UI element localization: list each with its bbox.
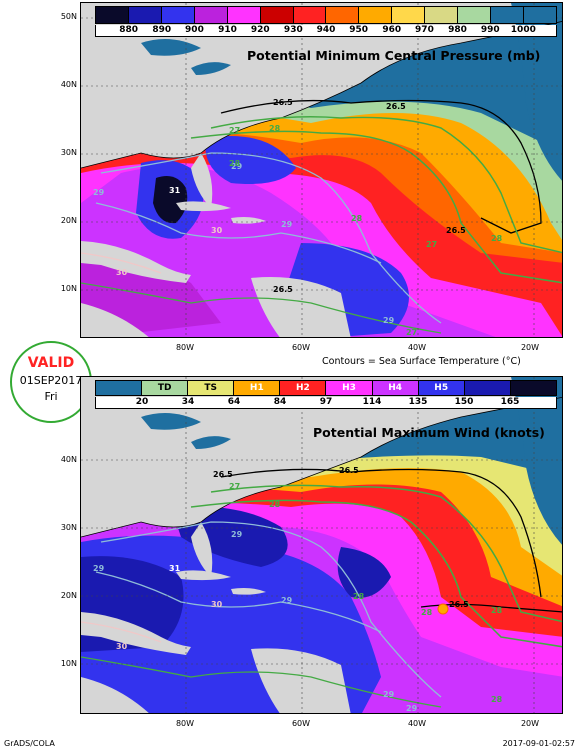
contour-label: 29 [281, 596, 293, 605]
contour-label: 31 [169, 564, 181, 573]
footer-credit: GrADS/COLA [4, 739, 55, 748]
contour-label: 28 [269, 124, 281, 133]
lat-label: 10N [60, 659, 77, 668]
lon-label: 20W [520, 343, 540, 352]
legend-label: 920 [250, 25, 270, 35]
contour-label: 26.5 [449, 600, 469, 609]
contour-label: 30 [116, 642, 128, 651]
wind-category-h3: H3 [326, 381, 373, 395]
contour-label: 28 [229, 159, 241, 168]
lat-label: 30N [60, 148, 77, 157]
legend-label: 890 [152, 25, 172, 35]
valid-day: Fri [44, 390, 58, 403]
legend-label: 990 [480, 25, 500, 35]
contour-label: 26.5 [273, 98, 293, 107]
wind-category-h5: H5 [418, 381, 465, 395]
contour-label: 26.5 [386, 102, 406, 111]
legend-label: 930 [283, 25, 303, 35]
lon-label: 40W [407, 343, 427, 352]
legend-label: 940 [316, 25, 336, 35]
lon-label: 60W [291, 343, 311, 352]
lon-label: 80W [175, 719, 195, 728]
contour-label: 29 [93, 564, 105, 573]
contour-label: 30 [211, 226, 223, 235]
contour-label: 30 [211, 600, 223, 609]
contour-label: 29 [383, 316, 395, 325]
lon-label: 20W [520, 719, 540, 728]
wind-map-graphic: 26.5 26.5 27 28 29 31 30 29 28 26.5 28 2… [81, 377, 562, 713]
legend-label: 950 [349, 25, 369, 35]
pressure-map-graphic: 26.5 26.5 27 28 29 31 30 28 27 26.5 29 3… [81, 3, 562, 337]
pressure-legend-bar [95, 6, 557, 24]
legend-label: 135 [408, 397, 428, 407]
contour-label: 28 [269, 500, 281, 509]
legend-label: 150 [454, 397, 474, 407]
wind-category-h4: H4 [372, 381, 419, 395]
contour-label: 27 [426, 240, 437, 249]
legend-label: 900 [185, 25, 204, 35]
contour-label: 30 [116, 268, 128, 277]
wind-map: 26.5 26.5 27 28 29 31 30 29 28 26.5 28 2… [80, 376, 563, 714]
contour-label: 29 [231, 530, 243, 539]
contour-label: 28 [351, 214, 363, 223]
contour-label: 28 [353, 592, 365, 601]
lat-label: 20N [60, 591, 77, 600]
pressure-map-title: Potential Minimum Central Pressure (mb) [247, 48, 541, 63]
legend-label: 165 [500, 397, 520, 407]
legend-label: 84 [273, 397, 287, 407]
contour-label: 29 [281, 220, 293, 229]
contour-label: 29 [231, 162, 243, 171]
pressure-legend-labels: 880 890 900 910 920 930 940 950 960 970 … [95, 25, 557, 37]
wind-legend-bar: TD TS H1 H2 H3 H4 H5 [95, 380, 557, 396]
lon-label: 60W [291, 719, 311, 728]
contour-label: 28 [491, 234, 503, 243]
lat-label: 40N [60, 455, 77, 464]
wind-legend-labels: 20 34 64 84 97 114 135 150 165 [95, 397, 557, 409]
legend-label: 64 [227, 397, 241, 407]
contour-label: 31 [169, 186, 181, 195]
contour-label: 28 [421, 608, 433, 617]
contour-label: 28 [491, 695, 503, 704]
wind-category-ts: TS [188, 381, 235, 395]
legend-label: 97 [319, 397, 333, 407]
contour-label: 29 [406, 704, 418, 713]
lat-label: 30N [60, 523, 77, 532]
contour-label: 29 [93, 188, 105, 197]
lon-label: 80W [175, 343, 195, 352]
contour-note: Contours = Sea Surface Temperature (°C) [322, 356, 521, 367]
contour-label: 26.5 [446, 226, 466, 235]
contour-label: 27 [229, 482, 240, 491]
valid-date-badge: VALID 01SEP2017 Fri [10, 341, 92, 423]
legend-label: 34 [181, 397, 195, 407]
footer-timestamp: 2017-09-01-02:57 [502, 739, 575, 748]
legend-label: 880 [119, 25, 139, 35]
pressure-map: 26.5 26.5 27 28 29 31 30 28 27 26.5 29 3… [80, 2, 563, 338]
contour-label: 26.5 [213, 470, 233, 479]
lat-label: 50N [60, 12, 77, 21]
legend-label: 980 [448, 25, 467, 35]
contour-label: 29 [383, 690, 395, 699]
valid-label: VALID [27, 355, 75, 371]
lat-label: 10N [60, 284, 77, 293]
legend-label: 910 [218, 25, 237, 35]
contour-label: 26.5 [339, 466, 359, 475]
valid-date: 01SEP2017 [19, 374, 83, 387]
legend-label: 20 [135, 397, 149, 407]
contour-label: 27 [406, 328, 417, 337]
wind-category-td: TD [142, 381, 189, 395]
contour-label: 28 [491, 606, 503, 615]
legend-label: 1000 [510, 25, 536, 35]
lon-label: 40W [407, 719, 427, 728]
wind-category-h1: H1 [234, 381, 281, 395]
legend-label: 114 [362, 397, 382, 407]
lat-label: 40N [60, 80, 77, 89]
legend-label: 970 [415, 25, 434, 35]
wind-map-title: Potential Maximum Wind (knots) [313, 425, 545, 440]
lat-label: 20N [60, 216, 77, 225]
wind-category-h2: H2 [280, 381, 327, 395]
contour-label: 26.5 [273, 285, 293, 294]
legend-label: 960 [382, 25, 402, 35]
contour-label: 27 [229, 126, 240, 135]
